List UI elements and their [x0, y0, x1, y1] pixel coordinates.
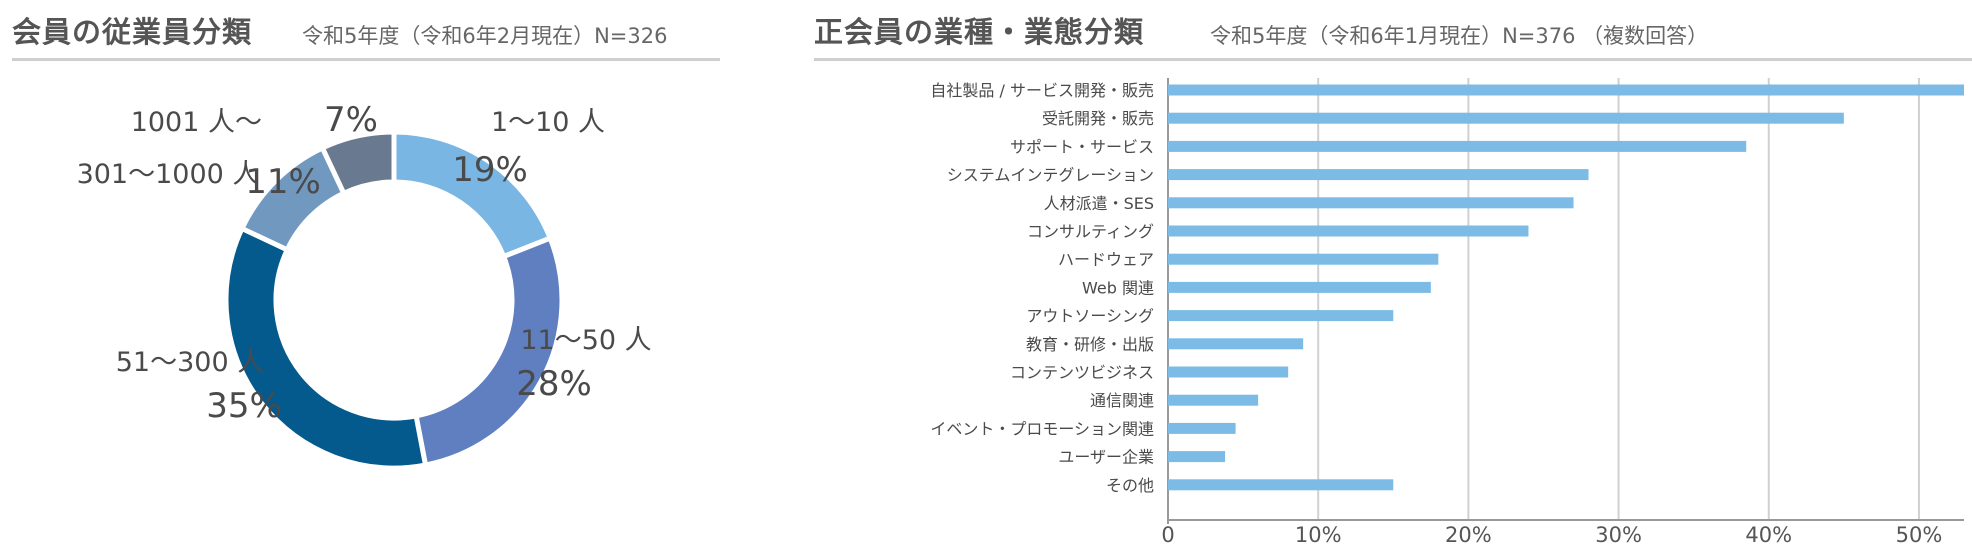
bar-9: [1168, 338, 1304, 350]
bar-category-label-9: 教育・研修・出版: [1026, 335, 1154, 354]
industry-bar-chart: 自社製品 / サービス開発・販売受託開発・販売サポート・サービスシステムインテグ…: [930, 78, 1964, 547]
x-tick-label-50: 50%: [1896, 523, 1943, 547]
bar-category-label-7: Web 関連: [1082, 278, 1154, 297]
donut-label-51-300: 51～300 人: [116, 347, 264, 378]
bar-category-label-14: その他: [1106, 476, 1154, 495]
bar-category-label-12: イベント・プロモーション関連: [930, 419, 1154, 438]
right-subtitle: 令和5年度（令和6年1月現在）N=376 （複数回答）: [1210, 24, 1709, 48]
bar-12: [1168, 422, 1236, 434]
industry-classification-panel: 正会員の業種・業態分類 令和5年度（令和6年1月現在）N=376 （複数回答） …: [810, 0, 1972, 547]
donut-value-1-10: 19%: [452, 150, 528, 190]
bar-category-label-1: 受託開発・販売: [1042, 109, 1154, 128]
donut-label-1-10: 1～10 人: [491, 107, 605, 138]
right-header: 正会員の業種・業態分類 令和5年度（令和6年1月現在）N=376 （複数回答）: [814, 8, 1972, 61]
bar-10: [1168, 366, 1289, 378]
x-tick-label-30: 30%: [1595, 523, 1642, 547]
donut-value-1001-plus: 7%: [324, 100, 378, 140]
bar-category-label-2: サポート・サービス: [1010, 137, 1154, 156]
left-subtitle: 令和5年度（令和6年2月現在）N=326: [302, 24, 668, 48]
donut-label-301-1000: 301～1000 人: [77, 159, 260, 190]
bar-5: [1168, 225, 1529, 237]
bar-category-label-3: システムインテグレーション: [947, 166, 1154, 185]
bar-0: [1168, 84, 1964, 96]
donut-slice-1001-plus: [319, 129, 397, 197]
bar-category-label-8: アウトソーシング: [1026, 307, 1154, 326]
donut-label-1001-plus: 1001 人～: [131, 107, 262, 138]
bar-2: [1168, 140, 1747, 152]
bar-category-label-5: コンサルティング: [1027, 222, 1154, 241]
x-tick-label-20: 20%: [1445, 523, 1492, 547]
bar-14: [1168, 479, 1394, 491]
bar-category-label-4: 人材派遣・SES: [1044, 194, 1154, 213]
bar-category-label-6: ハードウェア: [1058, 250, 1154, 269]
donut-slice-11-50: [413, 234, 565, 468]
donut-slice-51-300: [223, 225, 429, 471]
x-tick-label-0: 0: [1161, 523, 1174, 547]
bar-7: [1168, 281, 1431, 293]
left-header: 会員の従業員分類 令和5年度（令和6年2月現在）N=326: [12, 8, 720, 61]
bar-13: [1168, 451, 1226, 463]
donut-value-301-1000: 11%: [245, 162, 321, 202]
right-title: 正会員の業種・業態分類: [814, 15, 1145, 49]
employee-classification-panel: 会員の従業員分類 令和5年度（令和6年2月現在）N=326 1～10 人 19% 1…: [0, 0, 720, 547]
bar-1: [1168, 112, 1844, 124]
bar-6: [1168, 253, 1439, 265]
bar-category-label-0: 自社製品 / サービス開発・販売: [930, 81, 1154, 100]
donut-label-11-50: 11～50 人: [520, 325, 651, 356]
employee-donut-chart: 1～10 人 19% 11～50 人 28% 51～300 人 35% 301～1000 人…: [77, 100, 652, 471]
donut-value-11-50: 28%: [516, 364, 592, 404]
left-title: 会員の従業員分類: [12, 15, 253, 49]
bar-category-label-11: 通信関連: [1090, 391, 1154, 410]
bar-4: [1168, 197, 1574, 209]
x-tick-label-10: 10%: [1295, 523, 1342, 547]
x-tick-label-40: 40%: [1745, 523, 1792, 547]
bar-8: [1168, 310, 1394, 322]
bar-category-label-10: コンテンツビジネス: [1010, 363, 1154, 382]
bar-3: [1168, 169, 1589, 181]
bar-11: [1168, 394, 1259, 406]
bar-category-label-13: ユーザー企業: [1058, 448, 1154, 467]
donut-value-51-300: 35%: [206, 386, 282, 426]
